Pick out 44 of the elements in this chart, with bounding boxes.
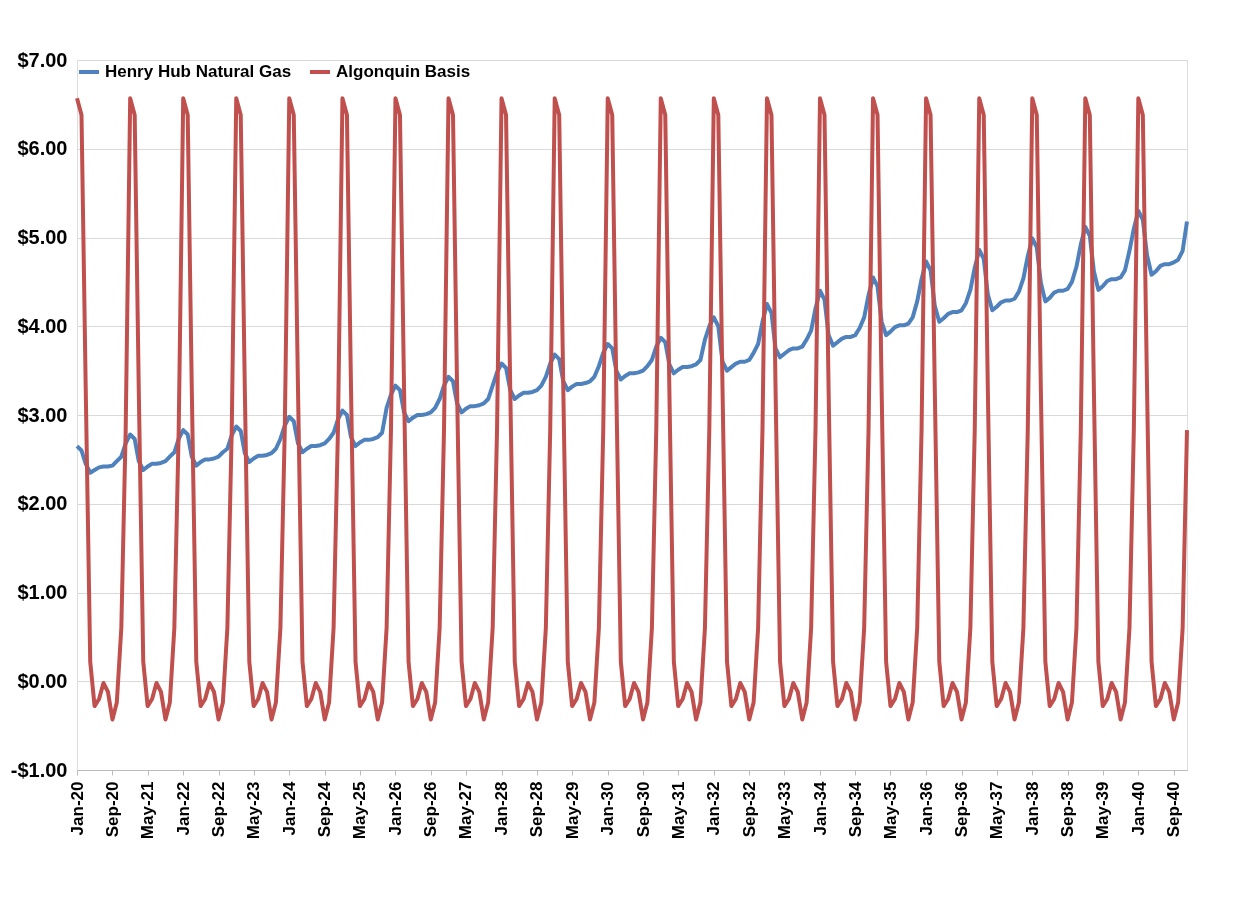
x-tick-label: Sep-40 xyxy=(1164,781,1184,838)
x-tick-label: Jan-22 xyxy=(173,781,193,836)
legend-label: Henry Hub Natural Gas xyxy=(105,62,292,81)
x-tick-label: Jan-26 xyxy=(385,781,405,836)
x-tick-label: Sep-20 xyxy=(102,781,122,838)
x-tick-label: Sep-28 xyxy=(527,781,547,838)
x-tick-label: Jan-38 xyxy=(1022,781,1042,836)
x-tick-label: Jan-30 xyxy=(598,781,618,836)
x-tick-label: Jan-20 xyxy=(67,781,87,836)
x-tick-label: Jan-34 xyxy=(810,780,830,836)
y-tick-label: $2.00 xyxy=(17,492,68,515)
line-series xyxy=(75,96,1189,722)
y-tick-label: $5.00 xyxy=(17,226,68,248)
y-tick-label: $7.00 xyxy=(17,48,68,71)
y-tick-label: $0.00 xyxy=(17,669,68,692)
x-tick-label: Sep-30 xyxy=(633,781,653,838)
x-tick-label: Jan-40 xyxy=(1128,781,1148,836)
x-tick-label: Sep-34 xyxy=(845,780,865,838)
x-tick-label: May-35 xyxy=(880,781,900,840)
x-tick-label: Jan-24 xyxy=(279,780,299,836)
y-tick-label: $6.00 xyxy=(17,137,68,160)
x-tick-label: May-21 xyxy=(138,781,158,840)
x-tick-label: May-39 xyxy=(1093,781,1113,840)
x-tick-label: Sep-38 xyxy=(1058,781,1078,838)
x-tick-label: Sep-32 xyxy=(739,781,759,838)
x-tick-label: May-31 xyxy=(668,781,688,840)
legend-label: Algonquin Basis xyxy=(336,62,471,81)
x-tick-label: Sep-26 xyxy=(421,781,441,838)
x-tick-label: May-37 xyxy=(987,781,1007,840)
x-tick-label: Jan-36 xyxy=(916,781,936,836)
y-tick-label: -$1.00 xyxy=(10,758,68,781)
y-tick-label: $1.00 xyxy=(17,581,68,603)
y-tick-label: $4.00 xyxy=(17,314,68,337)
x-tick-label: Sep-22 xyxy=(209,781,229,838)
x-tick-label: May-27 xyxy=(456,781,476,840)
x-tick-label: May-25 xyxy=(350,781,370,840)
x-tick-label: May-33 xyxy=(774,781,794,840)
x-tick-label: Jan-32 xyxy=(704,781,724,836)
x-tick-label: Sep-24 xyxy=(315,780,335,838)
x-tick-label: Sep-36 xyxy=(952,781,972,838)
y-tick-label: $3.00 xyxy=(17,403,68,426)
x-tick-label: May-23 xyxy=(244,781,264,840)
x-tick-label: Jan-28 xyxy=(492,781,512,836)
x-tick-label: May-29 xyxy=(562,781,582,840)
